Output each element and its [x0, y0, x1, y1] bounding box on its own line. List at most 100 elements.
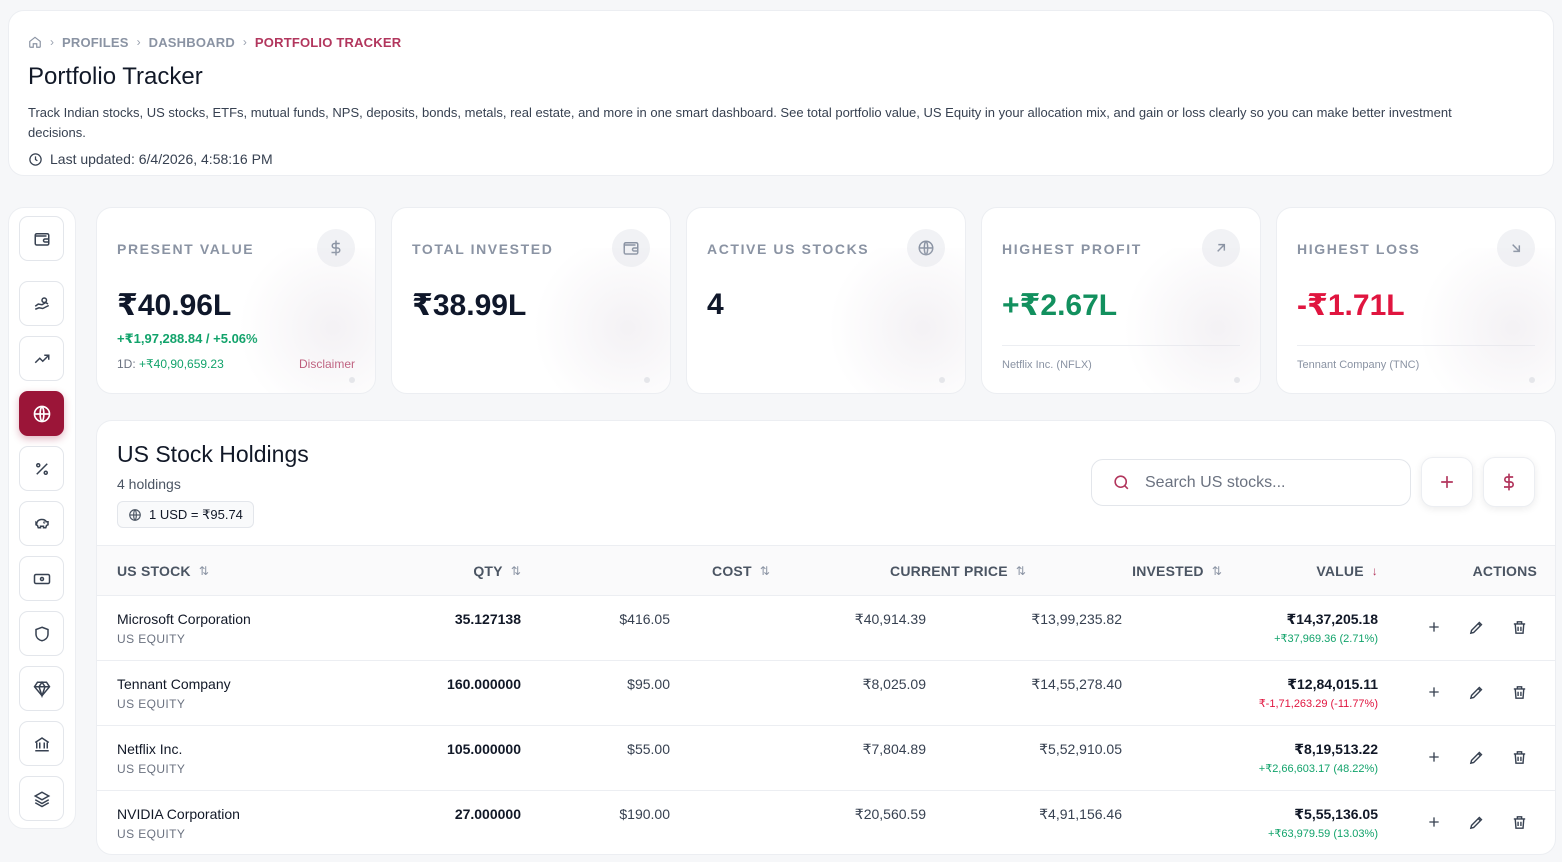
sidebar-item-stocks[interactable] — [19, 336, 64, 381]
stat-value: -₹1.71L — [1297, 289, 1405, 322]
add-transaction-button[interactable] — [1424, 812, 1444, 832]
delete-button[interactable] — [1509, 747, 1529, 767]
sort-icon: ⇅ — [1015, 564, 1026, 578]
stat-card-highest-loss: HIGHEST LOSS -₹1.71L Tennant Company (TN… — [1276, 207, 1556, 394]
chevron-right-icon: › — [242, 35, 247, 49]
plus-icon — [1426, 684, 1442, 700]
sidebar-item-lending[interactable] — [19, 281, 64, 326]
edit-button[interactable] — [1466, 747, 1486, 767]
breadcrumb-dashboard[interactable]: DASHBOARD — [148, 34, 235, 50]
stock-value: ₹5,55,136.05 — [1294, 806, 1378, 822]
globe-icon — [907, 229, 945, 267]
bank-icon — [33, 735, 51, 753]
add-transaction-button[interactable] — [1424, 682, 1444, 702]
edit-button[interactable] — [1466, 682, 1486, 702]
stock-value: ₹8,19,513.22 — [1294, 741, 1378, 757]
stock-qty: 35.127138 — [454, 611, 521, 627]
add-stock-button[interactable] — [1421, 457, 1473, 507]
decor-dot — [939, 377, 945, 383]
globe-icon — [128, 508, 142, 522]
stock-type: US EQUITY — [117, 697, 186, 711]
delete-button[interactable] — [1509, 812, 1529, 832]
wallet-icon — [33, 230, 51, 248]
sidebar-item-insurance[interactable] — [19, 611, 64, 656]
column-header-us-stock[interactable]: US STOCK ⇅ — [117, 563, 209, 579]
dollar-icon — [317, 229, 355, 267]
fx-rate-text: 1 USD = ₹95.74 — [149, 506, 243, 522]
clock-icon — [28, 152, 43, 167]
stat-value: ₹40.96L — [117, 289, 232, 322]
arrow-down-icon: ↓ — [1371, 564, 1378, 578]
table-row[interactable]: Microsoft Corporation US EQUITY 35.127138 $… — [97, 596, 1555, 661]
column-label: CURRENT PRICE — [890, 563, 1008, 579]
chevron-right-icon: › — [136, 35, 141, 49]
sidebar-item-bonds[interactable] — [19, 721, 64, 766]
decor-dot — [644, 377, 650, 383]
edit-button[interactable] — [1466, 617, 1486, 637]
column-header-invested[interactable]: INVESTED ⇅ — [1132, 563, 1222, 579]
column-header-cost[interactable]: COST ⇅ — [712, 563, 770, 579]
sidebar-item-us-stocks[interactable] — [19, 391, 64, 436]
stock-name: Netflix Inc. — [117, 741, 183, 757]
add-transaction-button[interactable] — [1424, 617, 1444, 637]
column-header-current-price[interactable]: CURRENT PRICE ⇅ — [890, 563, 1026, 579]
stock-cost: $190.00 — [619, 806, 670, 822]
holdings-count: 4 holdings — [117, 476, 181, 492]
home-icon[interactable] — [28, 35, 42, 49]
stat-value: 4 — [707, 288, 724, 321]
stat-value: ₹38.99L — [412, 289, 527, 322]
plus-icon — [1426, 749, 1442, 765]
table-row[interactable]: NVIDIA Corporation US EQUITY 27.000000 $190… — [97, 791, 1555, 854]
column-label: INVESTED — [1132, 563, 1204, 579]
stat-label: PRESENT VALUE — [117, 241, 255, 257]
edit-button[interactable] — [1466, 812, 1486, 832]
sidebar-item-deposits[interactable] — [19, 446, 64, 491]
sidebar-item-cash[interactable] — [19, 556, 64, 601]
shield-icon — [33, 625, 51, 643]
column-header-qty[interactable]: QTY ⇅ — [473, 563, 521, 579]
column-label: VALUE — [1316, 563, 1364, 579]
arrow-up-right-icon — [1202, 229, 1240, 267]
table-row[interactable]: Tennant Company US EQUITY 160.000000 $95.00… — [97, 661, 1555, 726]
stock-qty: 160.000000 — [447, 676, 521, 692]
stat-label: TOTAL INVESTED — [412, 241, 554, 257]
column-header-value[interactable]: VALUE ↓ — [1316, 563, 1378, 579]
sidebar-item-metals[interactable] — [19, 666, 64, 711]
table-row[interactable]: Netflix Inc. US EQUITY 105.000000 $55.00 ₹7,… — [97, 726, 1555, 791]
disclaimer-link[interactable]: Disclaimer — [298, 357, 355, 371]
piggy-bank-icon — [33, 515, 51, 533]
pencil-icon — [1468, 684, 1485, 701]
stat-card-highest-profit: HIGHEST PROFIT +₹2.67L Netflix Inc. (NFL… — [981, 207, 1261, 394]
sort-icon: ⇅ — [1211, 564, 1222, 578]
sidebar-item-others[interactable] — [19, 776, 64, 821]
stock-invested: ₹4,91,156.46 — [1039, 806, 1122, 822]
stock-cost: $416.05 — [619, 611, 670, 627]
stat-day-change: 1D: +₹40,90,659.23 — [117, 357, 224, 371]
dollar-icon — [1499, 472, 1519, 492]
sidebar-item-savings[interactable] — [19, 501, 64, 546]
search-input[interactable] — [1145, 473, 1395, 492]
stock-name: Microsoft Corporation — [117, 611, 251, 627]
day-value: +₹40,90,659.23 — [139, 357, 224, 371]
trash-icon — [1511, 814, 1528, 831]
banknote-icon — [33, 570, 51, 588]
layers-icon — [33, 790, 51, 808]
breadcrumb-profiles[interactable]: PROFILES — [62, 34, 129, 50]
stat-card-present-value: PRESENT VALUE ₹40.96L +₹1,97,288.84 / +5… — [96, 207, 376, 394]
pencil-icon — [1468, 749, 1485, 766]
sort-icon: ⇅ — [198, 564, 209, 578]
stock-value: ₹12,84,015.11 — [1287, 676, 1378, 692]
sidebar-item-wallet[interactable] — [19, 216, 64, 261]
page-header: › PROFILES › DASHBOARD › PORTFOLIO TRACK… — [8, 10, 1554, 176]
delete-button[interactable] — [1509, 682, 1529, 702]
add-transaction-button[interactable] — [1424, 747, 1444, 767]
gem-icon — [33, 680, 51, 698]
column-label: ACTIONS — [1472, 563, 1537, 579]
stat-note: Netflix Inc. (NFLX) — [1002, 359, 1092, 371]
fx-rate-badge: 1 USD = ₹95.74 — [117, 501, 254, 528]
stock-cost: $55.00 — [627, 741, 670, 757]
currency-button[interactable] — [1483, 457, 1535, 507]
delete-button[interactable] — [1509, 617, 1529, 637]
stock-current-price: ₹8,025.09 — [862, 676, 926, 692]
trash-icon — [1511, 619, 1528, 636]
